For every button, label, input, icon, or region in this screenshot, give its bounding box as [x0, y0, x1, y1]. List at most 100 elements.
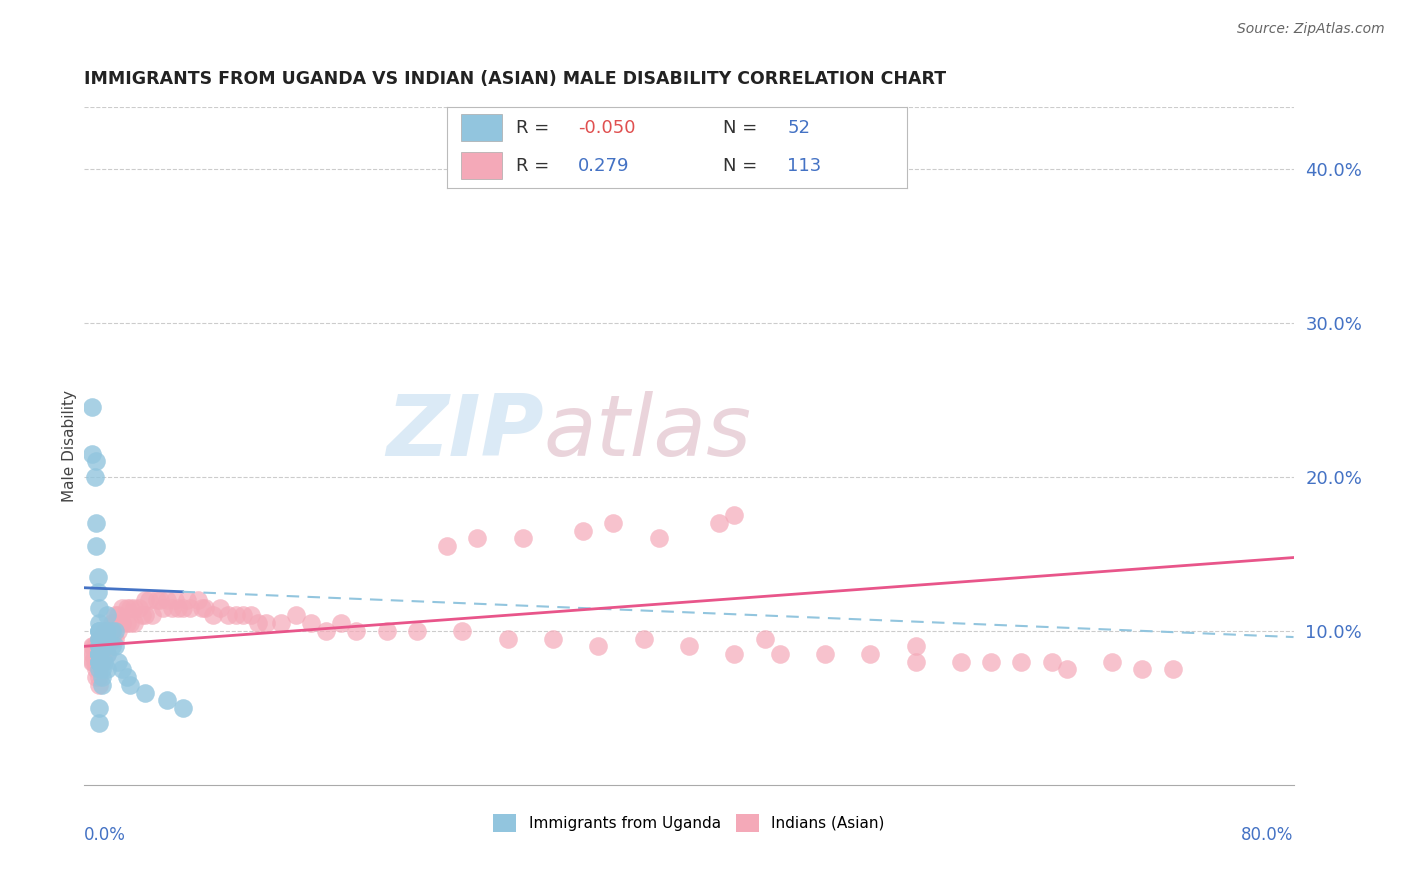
Point — [96, 647, 118, 661]
Text: ZIP: ZIP — [387, 391, 544, 474]
Point — [86, 662, 108, 676]
Point — [80, 447, 103, 461]
Point — [87, 570, 110, 584]
Point — [89, 678, 111, 692]
Point — [165, 593, 187, 607]
Point — [134, 685, 156, 699]
Point — [87, 585, 110, 599]
Point — [1011, 655, 1033, 669]
Text: 80.0%: 80.0% — [1241, 826, 1294, 844]
Point — [769, 647, 792, 661]
Point — [86, 655, 108, 669]
Point — [86, 647, 108, 661]
Point — [156, 593, 179, 607]
Point — [406, 624, 429, 638]
Point — [87, 655, 110, 669]
Point — [91, 632, 114, 646]
Point — [91, 670, 114, 684]
Text: Source: ZipAtlas.com: Source: ZipAtlas.com — [1237, 22, 1385, 37]
Point — [1056, 662, 1078, 676]
Point — [160, 600, 183, 615]
Point — [87, 640, 110, 654]
Point — [709, 516, 731, 530]
Point — [93, 640, 115, 654]
Point — [89, 655, 111, 669]
Point — [89, 600, 111, 615]
Point — [118, 678, 141, 692]
Point — [179, 600, 201, 615]
Point — [247, 616, 270, 631]
Point — [217, 608, 239, 623]
Point — [496, 632, 519, 646]
Point — [86, 640, 108, 654]
Point — [104, 616, 127, 631]
Point — [723, 647, 745, 661]
Point — [84, 470, 107, 484]
Point — [146, 593, 169, 607]
Point — [89, 647, 111, 661]
Point — [541, 632, 564, 646]
Point — [96, 640, 118, 654]
Point — [904, 640, 927, 654]
Point — [128, 600, 150, 615]
Point — [134, 608, 156, 623]
Point — [104, 632, 127, 646]
Point — [91, 640, 114, 654]
Point — [134, 593, 156, 607]
Point — [115, 600, 138, 615]
Point — [84, 647, 107, 661]
Point — [209, 600, 232, 615]
Point — [80, 655, 103, 669]
Point — [588, 640, 610, 654]
Point — [96, 608, 118, 623]
Point — [111, 600, 134, 615]
Point — [904, 655, 927, 669]
Point — [194, 600, 217, 615]
Point — [375, 624, 398, 638]
Point — [156, 693, 179, 707]
Point — [678, 640, 700, 654]
Y-axis label: Male Disability: Male Disability — [62, 390, 77, 502]
Point — [187, 593, 209, 607]
Point — [330, 616, 353, 631]
Point — [82, 640, 104, 654]
Point — [451, 624, 474, 638]
Point — [89, 640, 111, 654]
Point — [648, 532, 671, 546]
Point — [572, 524, 595, 538]
Point — [254, 616, 277, 631]
Point — [91, 655, 114, 669]
Point — [270, 616, 292, 631]
Point — [89, 640, 111, 654]
Point — [950, 655, 973, 669]
Point — [82, 647, 104, 661]
Point — [89, 624, 111, 638]
Point — [91, 655, 114, 669]
Point — [104, 608, 127, 623]
Point — [633, 632, 655, 646]
Point — [89, 670, 111, 684]
Point — [723, 508, 745, 523]
Point — [93, 655, 115, 669]
Point — [89, 716, 111, 731]
Point — [91, 678, 114, 692]
Legend: Immigrants from Uganda, Indians (Asian): Immigrants from Uganda, Indians (Asian) — [488, 807, 890, 838]
Point — [89, 632, 111, 646]
Point — [100, 632, 122, 646]
Point — [1130, 662, 1153, 676]
Point — [138, 593, 160, 607]
Point — [96, 662, 118, 676]
Point — [93, 624, 115, 638]
Point — [80, 640, 103, 654]
Point — [89, 662, 111, 676]
Point — [859, 647, 882, 661]
Point — [100, 616, 122, 631]
Point — [86, 670, 108, 684]
Point — [89, 655, 111, 669]
Point — [89, 616, 111, 631]
Point — [467, 532, 489, 546]
Point — [201, 608, 224, 623]
Point — [107, 608, 129, 623]
Point — [239, 608, 262, 623]
Point — [118, 600, 141, 615]
